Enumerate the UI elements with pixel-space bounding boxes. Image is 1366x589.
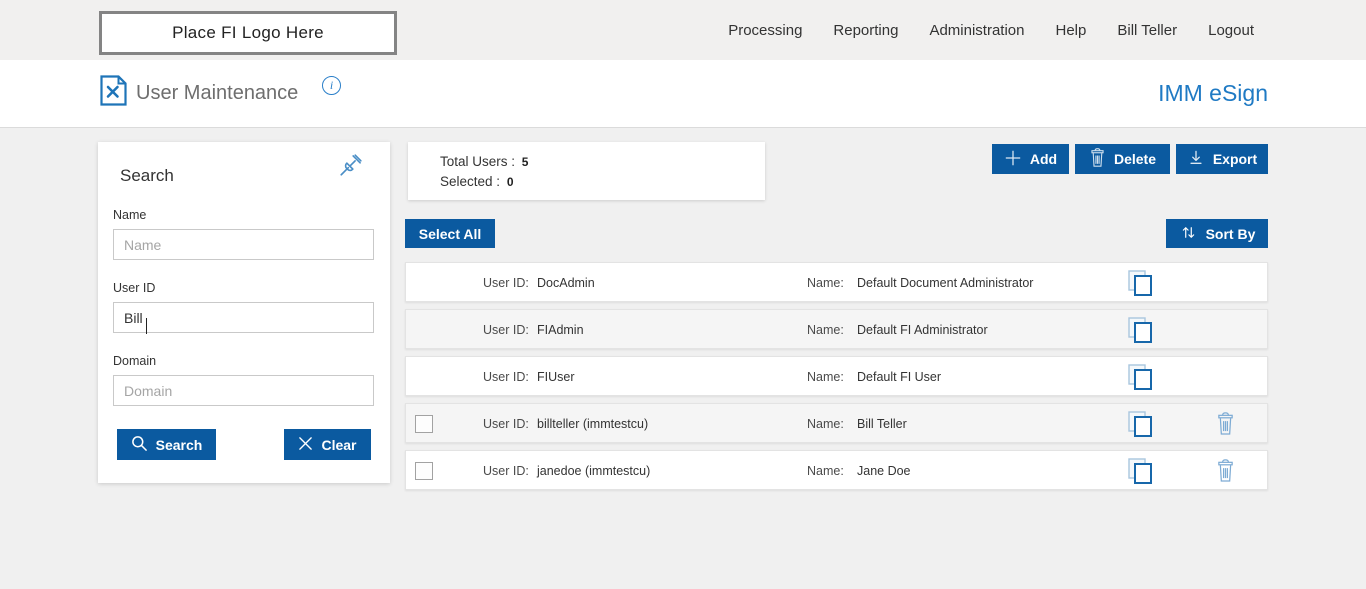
close-icon <box>298 436 313 454</box>
user-id-label: User ID: <box>483 464 529 478</box>
copy-user-icon[interactable] <box>1128 458 1153 490</box>
nav-help[interactable]: Help <box>1055 21 1087 39</box>
user-id-value: billteller (immtestcu) <box>537 417 649 431</box>
user-id-value: janedoe (immtestcu) <box>537 464 651 478</box>
user-id-label: User ID: <box>483 370 529 384</box>
user-maintenance-doc-icon <box>100 75 127 111</box>
nav-current-user[interactable]: Bill Teller <box>1117 21 1178 39</box>
name-value: Bill Teller <box>857 417 907 431</box>
plus-icon <box>1004 149 1022 170</box>
clear-button[interactable]: Clear <box>284 429 371 460</box>
selected-value: 0 <box>506 175 514 189</box>
user-id-label: User ID: <box>483 417 529 431</box>
total-users-value: 5 <box>521 155 529 169</box>
name-value: Default Document Administrator <box>857 276 1034 290</box>
main-content: Search Name User ID <box>0 129 1366 589</box>
name-field-group: Name <box>113 208 374 260</box>
name-label: Name: <box>807 370 844 384</box>
clear-button-label: Clear <box>321 436 357 453</box>
name-value: Default FI User <box>857 370 942 384</box>
user-row: User ID: DocAdmin Name: Default Document… <box>405 262 1268 302</box>
name-label: Name: <box>807 417 844 431</box>
name-value: Jane Doe <box>857 464 911 478</box>
top-navigation: Processing Reporting Administration Help… <box>728 0 1254 60</box>
name-field-label: Name <box>113 208 147 222</box>
row-checkbox[interactable] <box>415 462 433 480</box>
search-button-label: Search <box>155 436 203 453</box>
trash-icon <box>1089 148 1106 170</box>
domain-field-label: Domain <box>113 354 157 368</box>
pin-icon[interactable] <box>338 152 364 183</box>
delete-button[interactable]: Delete <box>1075 144 1170 174</box>
copy-user-icon[interactable] <box>1128 364 1153 396</box>
download-icon <box>1187 149 1205 170</box>
export-button[interactable]: Export <box>1176 144 1268 174</box>
delete-button-label: Delete <box>1113 151 1157 167</box>
fi-logo-text: Place FI Logo Here <box>172 23 324 42</box>
user-id-field-group: User ID <box>113 281 374 334</box>
user-id-label: User ID: <box>483 323 529 337</box>
text-cursor <box>146 317 147 334</box>
user-id-value: FIAdmin <box>537 323 584 337</box>
add-button[interactable]: Add <box>992 144 1069 174</box>
sort-by-label: Sort By <box>1205 225 1256 242</box>
user-id-value: FIUser <box>537 370 575 384</box>
user-row: User ID: billteller (immtestcu) Name: Bi… <box>405 403 1268 443</box>
name-label: Name: <box>807 464 844 478</box>
search-button[interactable]: Search <box>117 429 216 460</box>
user-id-field-label: User ID <box>113 281 156 295</box>
info-icon[interactable]: i <box>322 76 341 95</box>
select-all-button[interactable]: Select All <box>405 219 495 248</box>
user-row: User ID: FIUser Name: Default FI User <box>405 356 1268 396</box>
search-icon <box>131 435 148 455</box>
nav-administration[interactable]: Administration <box>929 21 1025 39</box>
top-bar: Place FI Logo Here Processing Reporting … <box>0 0 1366 60</box>
name-value: Default FI Administrator <box>857 323 988 337</box>
name-input[interactable] <box>113 229 374 260</box>
row-checkbox[interactable] <box>415 415 433 433</box>
user-id-input[interactable] <box>113 302 374 333</box>
delete-user-trash-icon[interactable] <box>1216 459 1235 487</box>
add-button-label: Add <box>1029 151 1058 167</box>
user-row: User ID: FIAdmin Name: Default FI Admini… <box>405 309 1268 349</box>
total-users-label: Total Users : <box>440 154 516 169</box>
copy-user-icon[interactable] <box>1128 317 1153 349</box>
sort-by-button[interactable]: Sort By <box>1166 219 1268 248</box>
copy-user-icon[interactable] <box>1128 270 1153 302</box>
fi-logo-placeholder: Place FI Logo Here <box>99 11 397 55</box>
domain-field-group: Domain <box>113 354 374 406</box>
brand-logo-text: IMM eSign <box>1158 80 1268 106</box>
user-id-value: DocAdmin <box>537 276 595 290</box>
domain-input[interactable] <box>113 375 374 406</box>
user-id-label: User ID: <box>483 276 529 290</box>
export-button-label: Export <box>1212 151 1258 167</box>
selected-label: Selected : <box>440 174 501 189</box>
search-panel: Search Name User ID <box>98 142 390 483</box>
user-row: User ID: janedoe (immtestcu) Name: Jane … <box>405 450 1268 490</box>
nav-logout[interactable]: Logout <box>1208 21 1254 39</box>
delete-user-trash-icon[interactable] <box>1216 412 1235 440</box>
copy-user-icon[interactable] <box>1128 411 1153 443</box>
summary-box: Total Users : 5 Selected : 0 <box>408 142 765 200</box>
name-label: Name: <box>807 323 844 337</box>
select-all-label: Select All <box>418 225 482 242</box>
name-label: Name: <box>807 276 844 290</box>
search-panel-title: Search <box>120 166 174 185</box>
nav-reporting[interactable]: Reporting <box>833 21 899 39</box>
page-header-band: User Maintenance i IMM eSign <box>0 60 1366 128</box>
action-bar: Add Delete <box>992 144 1268 174</box>
sort-icon <box>1179 223 1198 245</box>
page-title: User Maintenance <box>136 82 299 104</box>
user-rows: User ID: DocAdmin Name: Default Document… <box>405 262 1268 497</box>
nav-processing[interactable]: Processing <box>728 21 803 39</box>
